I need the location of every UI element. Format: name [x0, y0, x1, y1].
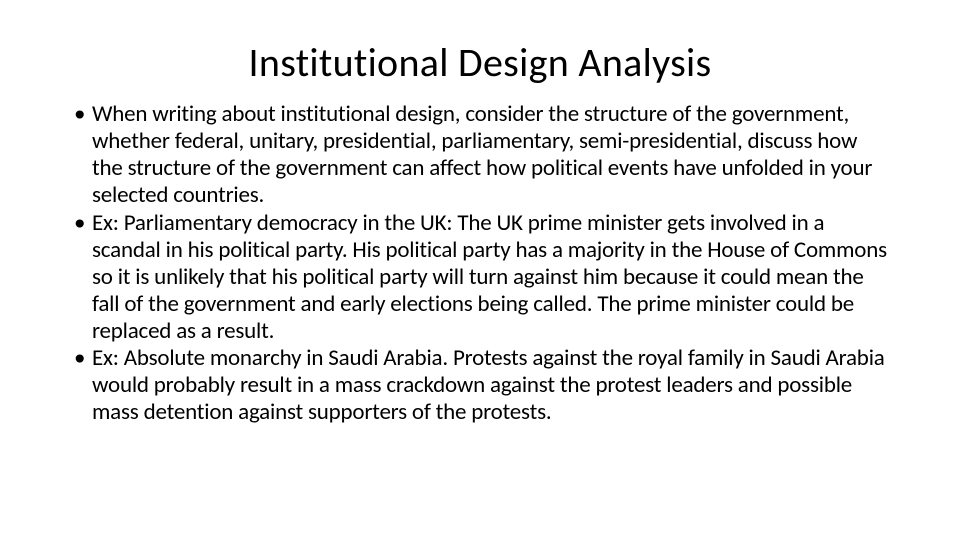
bullet-item: Ex: Parliamentary democracy in the UK: T… — [70, 210, 890, 346]
bullet-item: Ex: Absolute monarchy in Saudi Arabia. P… — [70, 345, 890, 426]
slide-container: Institutional Design Analysis When writi… — [0, 0, 960, 540]
bullet-item: When writing about institutional design,… — [70, 101, 890, 210]
slide-title: Institutional Design Analysis — [70, 38, 890, 87]
bullet-list: When writing about institutional design,… — [70, 101, 890, 427]
